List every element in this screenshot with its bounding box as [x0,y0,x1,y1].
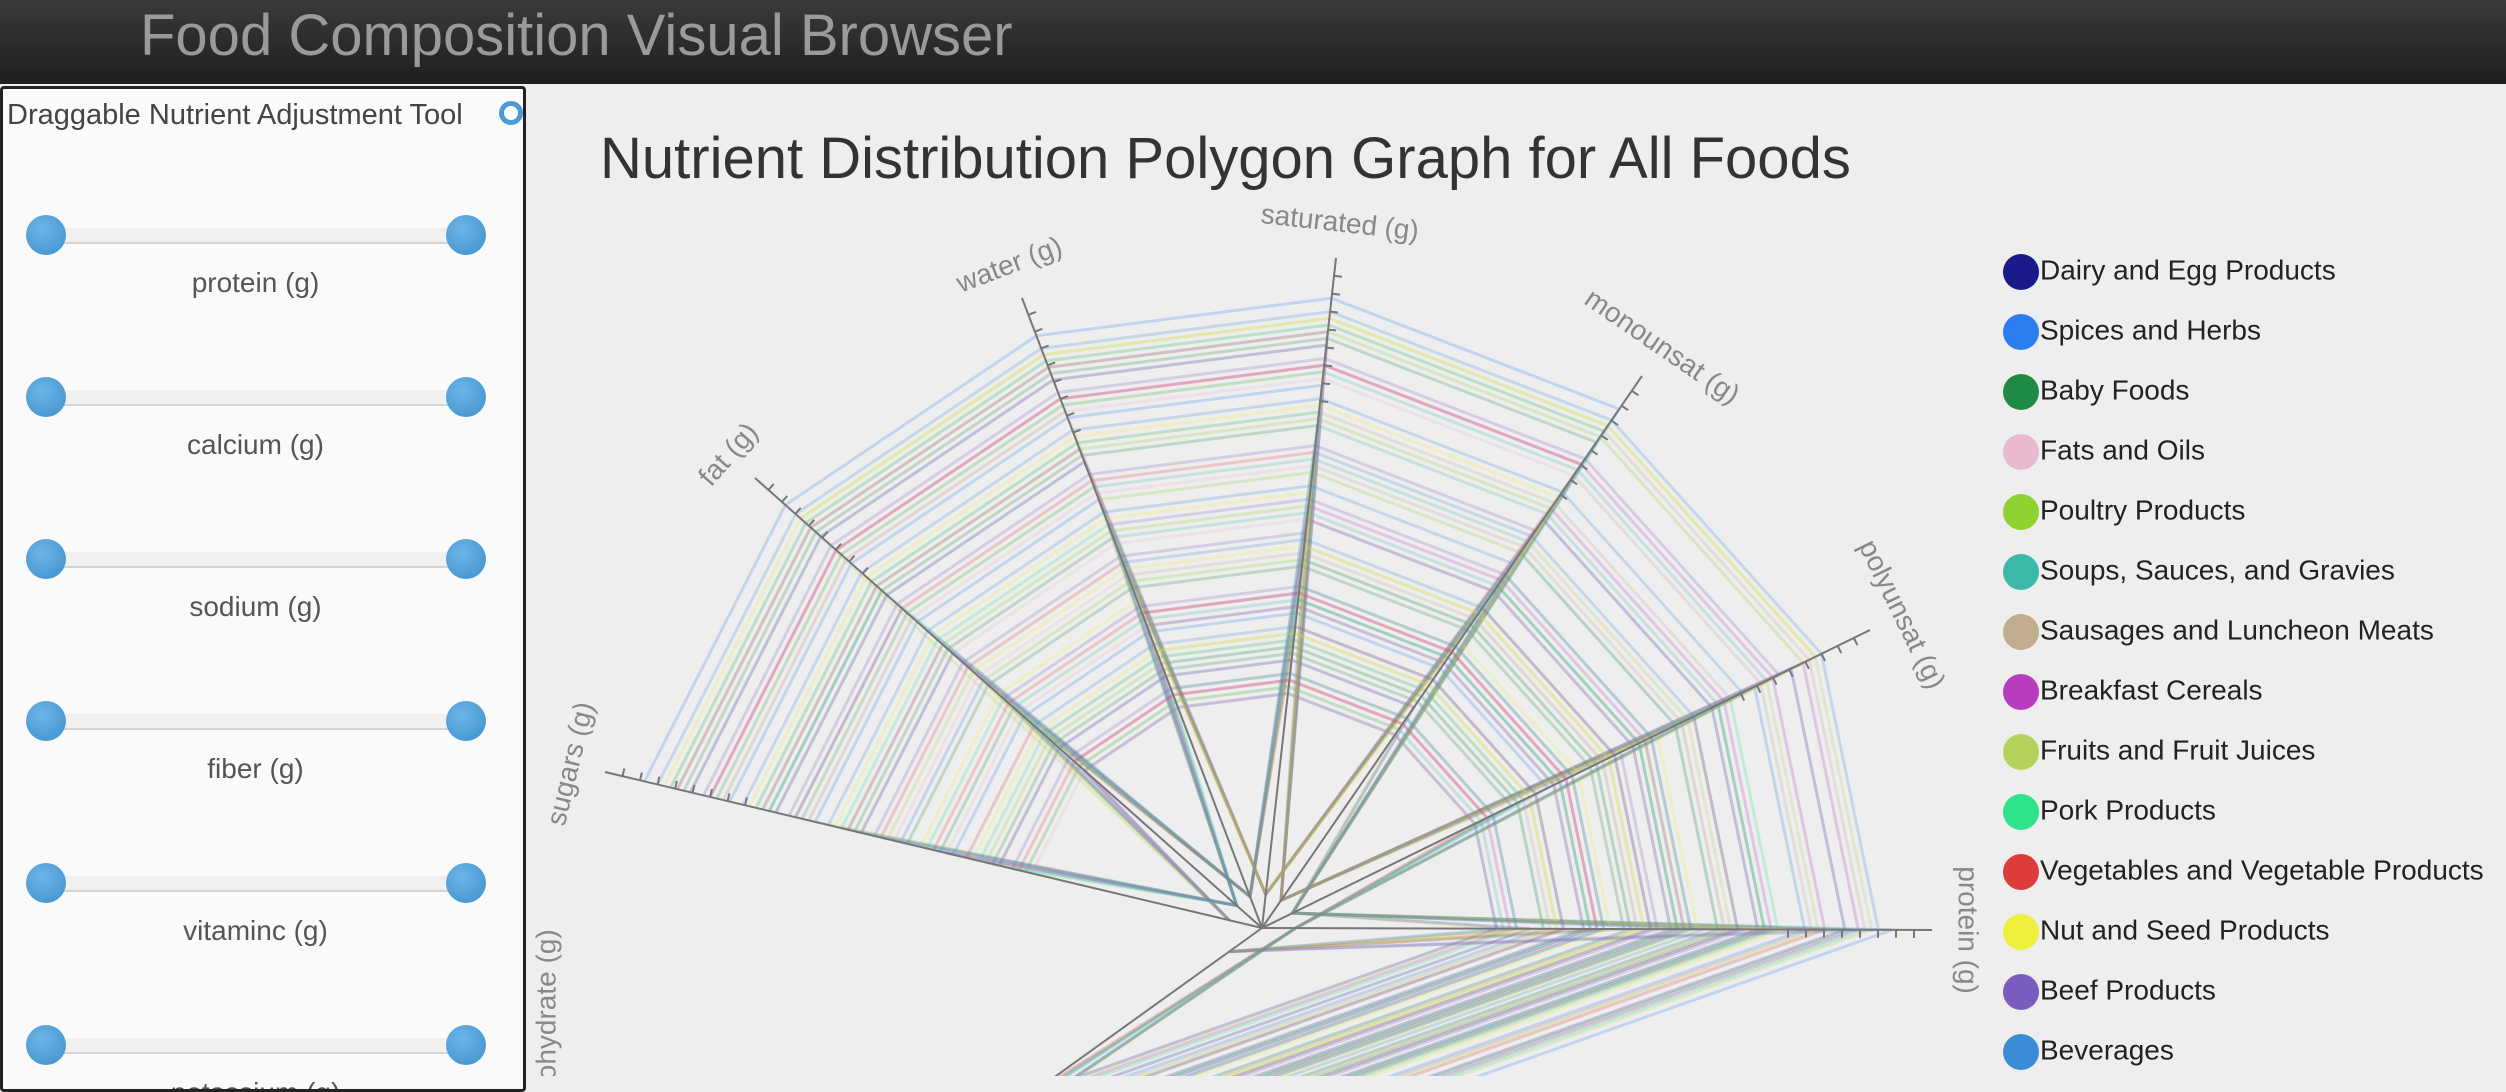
legend-swatch[interactable] [2003,614,2039,650]
slider-label: vitaminc (g) [3,915,508,947]
slider-label: sodium (g) [3,591,508,623]
axis-tick [1332,294,1340,295]
axis-label: polyunsat (g) [1853,535,1952,694]
legend-swatch[interactable] [2003,314,2039,350]
slider-label: potassium (g) [3,1077,508,1092]
axis-tick [1838,646,1842,653]
axis-tick [1028,312,1035,315]
axis-label: carbohydrate (g) [530,929,561,1076]
slider-handle-min[interactable] [26,863,66,903]
slider-label: fiber (g) [3,753,508,785]
legend-swatch[interactable] [2003,554,2039,590]
slider: vitaminc (g) [3,857,523,957]
polylines [644,298,1891,1076]
legend-label[interactable]: Dairy and Egg Products [2040,254,2336,285]
legend-swatch[interactable] [2003,374,2039,410]
axis-tick [1326,347,1334,348]
axis-tick [1048,362,1055,365]
axis-line [1262,258,1336,928]
legend-label[interactable]: Beef Products [2040,974,2216,1005]
legend-swatch[interactable] [2003,854,2039,890]
slider-handle-max[interactable] [446,1025,486,1065]
slider-handle-min[interactable] [26,377,66,417]
axis-tick [1854,638,1858,645]
axis-tick [1322,383,1330,384]
chart-title: Nutrient Distribution Polygon Graph for … [600,126,1851,191]
adjustment-panel: Draggable Nutrient Adjustment Tool prote… [0,86,526,1092]
axis-tick [782,496,787,502]
slider-label: protein (g) [3,267,508,299]
slider-track [47,228,467,244]
legend-label[interactable]: Fats and Oils [2040,434,2205,465]
axis-label: protein (g) [1952,866,1983,994]
axis-tick [1632,391,1639,396]
legend-label[interactable]: Pork Products [2040,794,2216,825]
legend-label[interactable]: Nut and Seed Products [2040,914,2330,945]
legend-label[interactable]: Vegetables and Vegetable Products [2040,854,2484,885]
slider-label: calcium (g) [3,429,508,461]
axis-tick [1334,276,1342,277]
slider-handle-max[interactable] [446,701,486,741]
slider-handle-max[interactable] [446,215,486,255]
legend-swatch[interactable] [2003,734,2039,770]
slider-handle-max[interactable] [446,539,486,579]
slider: calcium (g) [3,371,523,471]
axis-label: monounsat (g) [1579,282,1745,410]
axis-tick [1035,329,1042,332]
legend-label[interactable]: Poultry Products [2040,494,2245,525]
legend-label[interactable]: Baby Foods [2040,374,2189,405]
slider-track [47,390,467,406]
axis-tick [1324,365,1332,366]
slider-handle-max[interactable] [446,377,486,417]
slider-track [47,876,467,892]
slider-track [47,714,467,730]
axis-tick [1067,413,1074,416]
slider-handle-max[interactable] [446,863,486,903]
slider-track [47,552,467,568]
legend: Dairy and Egg Products Spices and Herbs Ba… [2003,254,2484,1070]
slider-track [47,1038,467,1054]
slider-handle-min[interactable] [26,701,66,741]
axis-tick [623,768,625,776]
axis-label: water (g) [951,230,1066,299]
slider: sodium (g) [3,533,523,633]
legend-swatch[interactable] [2003,434,2039,470]
legend-label[interactable]: Fruits and Fruit Juices [2040,734,2315,765]
legend-swatch[interactable] [2003,254,2039,290]
slider-handle-min[interactable] [26,215,66,255]
legend-label[interactable]: Sausages and Luncheon Meats [2040,614,2434,645]
axis-tick [1330,312,1338,313]
axis-label: saturated (g) [1259,198,1420,246]
legend-swatch[interactable] [2003,914,2039,950]
slider-handle-min[interactable] [26,539,66,579]
food-strand [658,312,1879,952]
slider-handle-min[interactable] [26,1025,66,1065]
slider: protein (g) [3,209,523,309]
slider: potassium (g) [3,1019,523,1092]
legend-swatch[interactable] [2003,674,2039,710]
axis-tick [1328,330,1336,331]
legend-label[interactable]: Breakfast Cereals [2040,674,2263,705]
axis-tick [768,484,773,490]
axis-tick [1622,406,1629,411]
legend-swatch[interactable] [2003,494,2039,530]
legend-swatch[interactable] [2003,974,2039,1010]
legend-swatch[interactable] [2003,794,2039,830]
slider: fiber (g) [3,695,523,795]
panel-title: Draggable Nutrient Adjustment Tool [7,99,463,132]
legend-label[interactable]: Spices and Herbs [2040,314,2261,345]
axis-label: sugars (g) [540,699,599,829]
axis-tick [640,773,642,781]
panel-toggle[interactable] [499,101,523,125]
legend-label[interactable]: Beverages [2040,1034,2174,1065]
axis-label: fat (g) [692,416,764,491]
axis-tick [1320,401,1328,402]
legend-label[interactable]: Soups, Sauces, and Gravies [2040,554,2395,585]
legend-swatch[interactable] [2003,1034,2039,1070]
